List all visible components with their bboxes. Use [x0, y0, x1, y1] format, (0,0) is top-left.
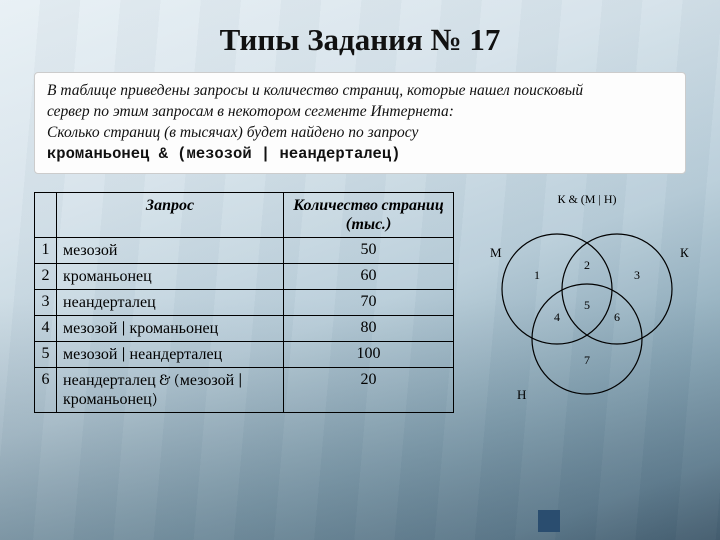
col-count: Количество страниц (тыс.): [284, 192, 454, 237]
footer-accent-block: [538, 510, 560, 532]
venn-label-k: К: [680, 245, 689, 260]
table-row: 2 кроманьонец 60: [35, 263, 454, 289]
cell-value: 70: [284, 289, 454, 315]
cell-query: неандерталец & (мезозой | кроманьонец): [57, 367, 284, 412]
cell-value: 100: [284, 341, 454, 367]
cell-query: кроманьонец: [57, 263, 284, 289]
venn-diagram: М К Н 1 2 3 4 5 6 7: [472, 209, 702, 419]
venn-title: К & (М | Н): [472, 192, 702, 207]
cell-num: 4: [35, 315, 57, 341]
table-row: 1 мезозой 50: [35, 237, 454, 263]
table-row: 4 мезозой | кроманьонец 80: [35, 315, 454, 341]
cell-num: 6: [35, 367, 57, 412]
cell-value: 50: [284, 237, 454, 263]
venn-circle-m: [502, 234, 612, 344]
intro-query: кроманьонец & (мезозой | неандерталец): [47, 144, 673, 165]
table-row: 5 мезозой | неандерталец 100: [35, 341, 454, 367]
cell-value: 80: [284, 315, 454, 341]
venn-region-5: 5: [584, 298, 590, 312]
cell-num: 3: [35, 289, 57, 315]
query-table: Запрос Количество страниц (тыс.) 1 мезоз…: [34, 192, 454, 413]
col-num-blank: [35, 192, 57, 237]
intro-box: В таблице приведены запросы и количество…: [34, 72, 686, 174]
venn-label-h: Н: [517, 387, 526, 402]
cell-value: 60: [284, 263, 454, 289]
cell-num: 5: [35, 341, 57, 367]
cell-query: мезозой: [57, 237, 284, 263]
venn-region-2: 2: [584, 258, 590, 272]
intro-line-2: сервер по этим запросам в некотором сегм…: [47, 102, 673, 123]
page-title: Типы Задания № 17: [34, 22, 686, 58]
table-wrap: Запрос Количество страниц (тыс.) 1 мезоз…: [34, 192, 454, 419]
venn-region-6: 6: [614, 310, 620, 324]
col-query: Запрос: [57, 192, 284, 237]
venn-region-3: 3: [634, 268, 640, 282]
venn-region-1: 1: [534, 268, 540, 282]
intro-line-1: В таблице приведены запросы и количество…: [47, 81, 673, 102]
cell-query: мезозой | неандерталец: [57, 341, 284, 367]
venn-region-7: 7: [584, 353, 590, 367]
slide: Типы Задания № 17 В таблице приведены за…: [0, 0, 720, 540]
table-row: 6 неандерталец & (мезозой | кроманьонец)…: [35, 367, 454, 412]
venn-region-4: 4: [554, 310, 560, 324]
cell-query: неандерталец: [57, 289, 284, 315]
venn-circle-k: [562, 234, 672, 344]
cell-num: 1: [35, 237, 57, 263]
cell-num: 2: [35, 263, 57, 289]
cell-value: 20: [284, 367, 454, 412]
table-header-row: Запрос Количество страниц (тыс.): [35, 192, 454, 237]
intro-line-3: Сколько страниц (в тысячах) будет найден…: [47, 123, 673, 144]
table-row: 3 неандерталец 70: [35, 289, 454, 315]
cell-query: мезозой | кроманьонец: [57, 315, 284, 341]
venn-wrap: К & (М | Н) М К Н 1 2 3 4 5 6 7: [472, 192, 702, 419]
content-row: Запрос Количество страниц (тыс.) 1 мезоз…: [34, 192, 686, 419]
venn-label-m: М: [490, 245, 502, 260]
